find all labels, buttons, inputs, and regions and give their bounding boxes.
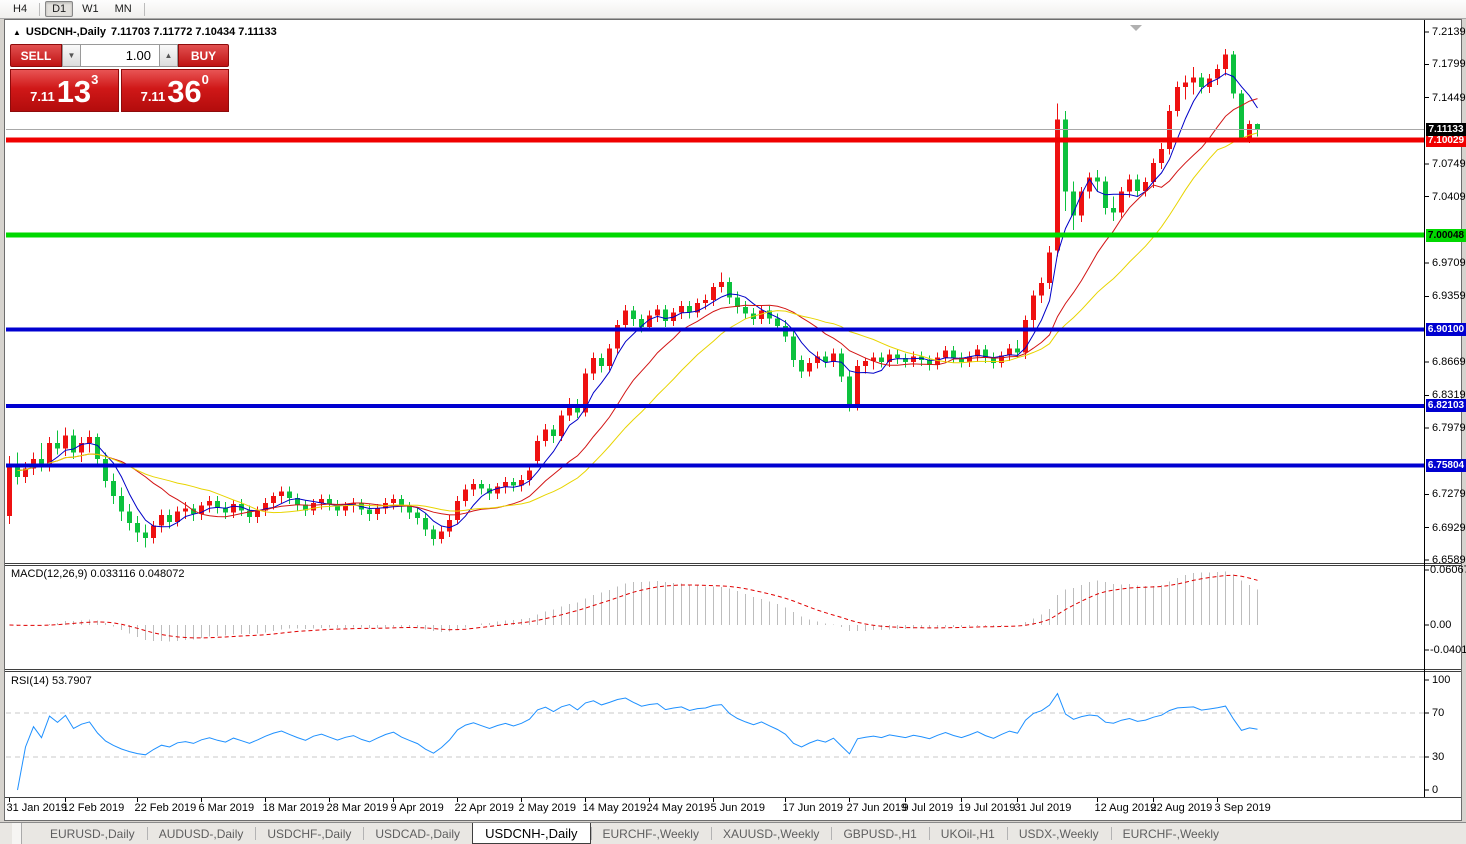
price-tick-label: 6.86690 bbox=[1432, 356, 1466, 368]
chart-ohlc-values: 7.11703 7.11772 7.10434 7.11133 bbox=[111, 26, 277, 38]
date-label: 12 Aug 2019 bbox=[1094, 802, 1157, 814]
date-label: 22 Apr 2019 bbox=[454, 802, 514, 814]
macd-scale-label: 0.00 bbox=[1430, 619, 1452, 631]
price-tick-label: 6.69290 bbox=[1432, 522, 1466, 534]
sell-button[interactable]: SELL bbox=[10, 44, 62, 67]
macd-scale-label: -0.040152 bbox=[1430, 644, 1466, 656]
buy-price-sup: 0 bbox=[201, 72, 209, 87]
price-tick-label: 6.79790 bbox=[1432, 422, 1466, 434]
tab-audusd-daily[interactable]: AUDUSD-,Daily bbox=[146, 823, 256, 844]
timeframe-button-d1[interactable]: D1 bbox=[45, 1, 74, 17]
buy-price-prefix: 7.11 bbox=[140, 89, 166, 104]
timeframe-button-w1[interactable]: W1 bbox=[82, 3, 99, 15]
price-tick-label: 7.04090 bbox=[1432, 191, 1466, 203]
price-tick-label: 6.97090 bbox=[1432, 257, 1466, 269]
macd-scale-label: 0.060674 bbox=[1430, 564, 1466, 576]
timeframe-button-mn[interactable]: MN bbox=[114, 3, 132, 15]
date-label: 6 Mar 2019 bbox=[198, 802, 255, 814]
price-tick-label: 7.21390 bbox=[1432, 26, 1466, 38]
volume-increase-button[interactable]: ▲ bbox=[159, 44, 178, 67]
price-tick-label: 6.93590 bbox=[1432, 290, 1466, 302]
tab-usdchf-daily[interactable]: USDCHF-,Daily bbox=[255, 823, 363, 844]
price-tick-label: 7.17990 bbox=[1432, 58, 1466, 70]
date-label: 3 Sep 2019 bbox=[1214, 802, 1271, 814]
buy-price-big: 36 bbox=[167, 74, 202, 109]
rsi-scale-label: 100 bbox=[1432, 674, 1451, 686]
chart-title: ▲ USDCNH-,Daily 7.11703 7.11772 7.10434 … bbox=[13, 26, 277, 38]
price-badge: 6.90100 bbox=[1426, 323, 1466, 336]
price-tick-label: 7.14490 bbox=[1432, 92, 1466, 104]
price-tick-label: 6.72790 bbox=[1432, 488, 1466, 500]
macd-label: MACD(12,26,9) 0.033116 0.048072 bbox=[11, 568, 185, 580]
date-label: 9 Apr 2019 bbox=[390, 802, 444, 814]
date-label: 19 Jul 2019 bbox=[958, 802, 1016, 814]
price-tick-label: 6.83190 bbox=[1432, 389, 1466, 401]
rsi-scale-label: 30 bbox=[1432, 751, 1445, 763]
date-label: 17 Jun 2019 bbox=[782, 802, 844, 814]
price-badge: 6.75804 bbox=[1426, 459, 1466, 472]
tab-gbpusd-h1[interactable]: GBPUSD-,H1 bbox=[831, 823, 928, 844]
date-label: 31 Jan 2019 bbox=[6, 802, 68, 814]
price-badge: 7.10029 bbox=[1426, 134, 1466, 147]
date-label: 27 Jun 2019 bbox=[846, 802, 908, 814]
current-price-badge: 7.11133 bbox=[1426, 123, 1466, 136]
macd-values: 0.033116 0.048072 bbox=[90, 568, 185, 580]
price-tick-label: 6.65890 bbox=[1432, 554, 1466, 566]
tab-bar-notch bbox=[12, 823, 22, 844]
chart-window bbox=[4, 19, 1462, 821]
date-label: 5 Jun 2019 bbox=[710, 802, 765, 814]
date-label: 18 Mar 2019 bbox=[262, 802, 325, 814]
sell-price-box[interactable]: 7.11 13 3 bbox=[10, 69, 119, 112]
volume-decrease-button[interactable]: ▼ bbox=[62, 44, 81, 67]
tab-eurchf-weekly[interactable]: EURCHF-,Weekly bbox=[1110, 823, 1231, 844]
date-label: 24 May 2019 bbox=[646, 802, 711, 814]
sell-price-big: 13 bbox=[56, 74, 92, 109]
toolbar-separator bbox=[143, 2, 145, 16]
price-badge: 7.00048 bbox=[1426, 229, 1466, 242]
tab-ukoil-h1[interactable]: UKOil-,H1 bbox=[928, 823, 1007, 844]
rsi-label: RSI(14) 53.7907 bbox=[11, 675, 92, 687]
date-label: 22 Aug 2019 bbox=[1150, 802, 1213, 814]
tab-xauusd-weekly[interactable]: XAUUSD-,Weekly bbox=[710, 823, 831, 844]
buy-price-box[interactable]: 7.11 36 0 bbox=[120, 69, 229, 112]
tab-usdx-weekly[interactable]: USDX-,Weekly bbox=[1006, 823, 1111, 844]
buy-button[interactable]: BUY bbox=[178, 44, 229, 67]
date-label: 12 Feb 2019 bbox=[62, 802, 125, 814]
sell-price-prefix: 7.11 bbox=[30, 89, 55, 104]
chart-symbol-label: USDCNH-,Daily bbox=[25, 26, 106, 38]
tab-usdcnh-daily[interactable]: USDCNH-,Daily bbox=[472, 823, 591, 844]
date-label: 9 Jul 2019 bbox=[902, 802, 954, 814]
rsi-scale-label: 70 bbox=[1432, 707, 1445, 719]
collapse-icon[interactable]: ▲ bbox=[13, 27, 21, 37]
symbol-tab-bar: EURUSD-,Daily AUDUSD-,Daily USDCHF-,Daily U… bbox=[0, 822, 1466, 844]
tab-eurchf-weekly[interactable]: EURCHF-,Weekly bbox=[590, 823, 711, 844]
chevron-up-icon: ▲ bbox=[164, 51, 173, 60]
rsi-scale-label: 0 bbox=[1432, 784, 1439, 796]
rsi-value: 53.7907 bbox=[51, 675, 92, 687]
date-label: 31 Jul 2019 bbox=[1014, 802, 1072, 814]
sell-price-sup: 3 bbox=[91, 72, 99, 87]
date-label: 2 May 2019 bbox=[518, 802, 576, 814]
date-label: 28 Mar 2019 bbox=[326, 802, 389, 814]
date-label: 22 Feb 2019 bbox=[134, 802, 197, 814]
timeframe-button-h4[interactable]: H4 bbox=[13, 3, 28, 15]
tab-eurusd-daily[interactable]: EURUSD-,Daily bbox=[50, 826, 135, 841]
timeframe-toolbar: H4 D1 W1 MN bbox=[0, 0, 1466, 19]
tab-usdcad-daily[interactable]: USDCAD-,Daily bbox=[363, 823, 472, 844]
chevron-down-icon: ▼ bbox=[67, 51, 76, 60]
volume-input[interactable] bbox=[81, 44, 159, 67]
price-badge: 6.82103 bbox=[1426, 399, 1466, 412]
price-tick-label: 7.07490 bbox=[1432, 158, 1466, 170]
date-label: 14 May 2019 bbox=[582, 802, 647, 814]
toolbar-separator bbox=[39, 2, 41, 16]
one-click-trading-panel: SELL ▼ ▲ BUY 7.11 13 3 7.11 36 0 bbox=[10, 44, 229, 112]
